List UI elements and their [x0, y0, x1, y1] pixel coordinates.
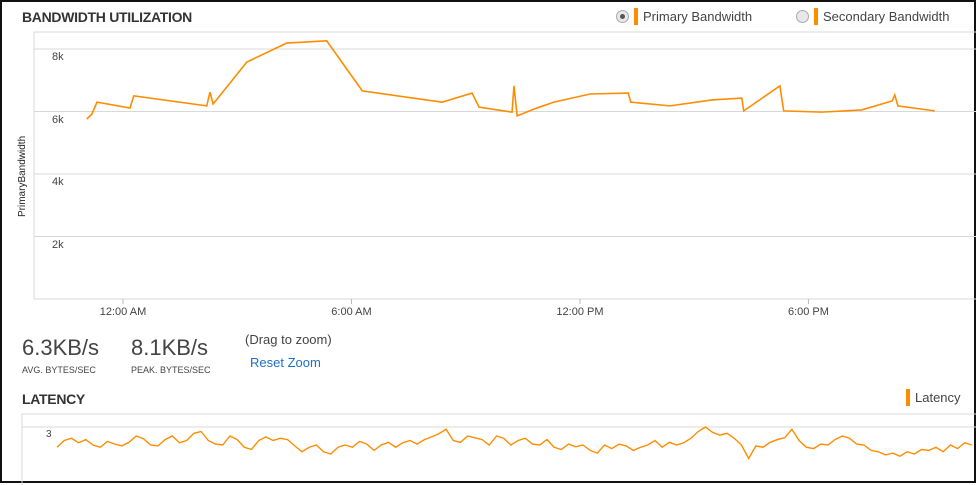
latency-ytick: 3	[46, 429, 52, 440]
y-axis-label: PrimaryBandwidth	[17, 135, 28, 217]
plot-area	[33, 31, 976, 300]
avg-value: 6.3KB/s	[22, 335, 100, 360]
avg-label: AVG. BYTES/SEC	[22, 365, 96, 375]
latency-plot-area	[21, 413, 976, 485]
latency-title: LATENCY	[22, 391, 85, 407]
bandwidth-title: BANDWIDTH UTILIZATION	[22, 9, 192, 25]
series-swatch-icon	[906, 389, 910, 406]
series-swatch-icon	[814, 8, 818, 25]
radio-unselected-icon[interactable]	[796, 10, 809, 23]
y-tick-label: 4k	[52, 176, 64, 188]
legend-label: Latency	[915, 390, 961, 405]
x-tick-label: 6:00 AM	[331, 306, 372, 318]
legend-primary-bandwidth[interactable]: Primary Bandwidth	[616, 8, 752, 25]
x-tick-label: 12:00 AM	[99, 306, 147, 318]
latency-line	[56, 426, 973, 460]
y-tick-label: 2k	[52, 238, 64, 251]
legend-latency[interactable]: Latency	[906, 389, 961, 406]
peak-label: PEAK. BYTES/SEC	[131, 365, 211, 375]
peak-value: 8.1KB/s	[131, 335, 209, 360]
drag-hint: (Drag to zoom)	[245, 332, 332, 347]
x-tick-label: 6:00 PM	[787, 306, 829, 318]
radio-selected-icon[interactable]	[616, 10, 629, 23]
primary-bandwidth-line	[86, 40, 935, 120]
series-swatch-icon	[634, 8, 638, 25]
legend-secondary-bandwidth[interactable]: Secondary Bandwidth	[796, 8, 949, 25]
bandwidth-chart[interactable]	[2, 2, 976, 322]
reset-zoom-link[interactable]: Reset Zoom	[250, 355, 321, 370]
legend-label: Secondary Bandwidth	[823, 9, 950, 24]
legend-label: Primary Bandwidth	[643, 9, 753, 24]
x-tick-label: 12:00 PM	[556, 306, 604, 318]
y-tick-label: 8k	[52, 51, 64, 63]
y-tick-label: 6k	[52, 113, 64, 126]
